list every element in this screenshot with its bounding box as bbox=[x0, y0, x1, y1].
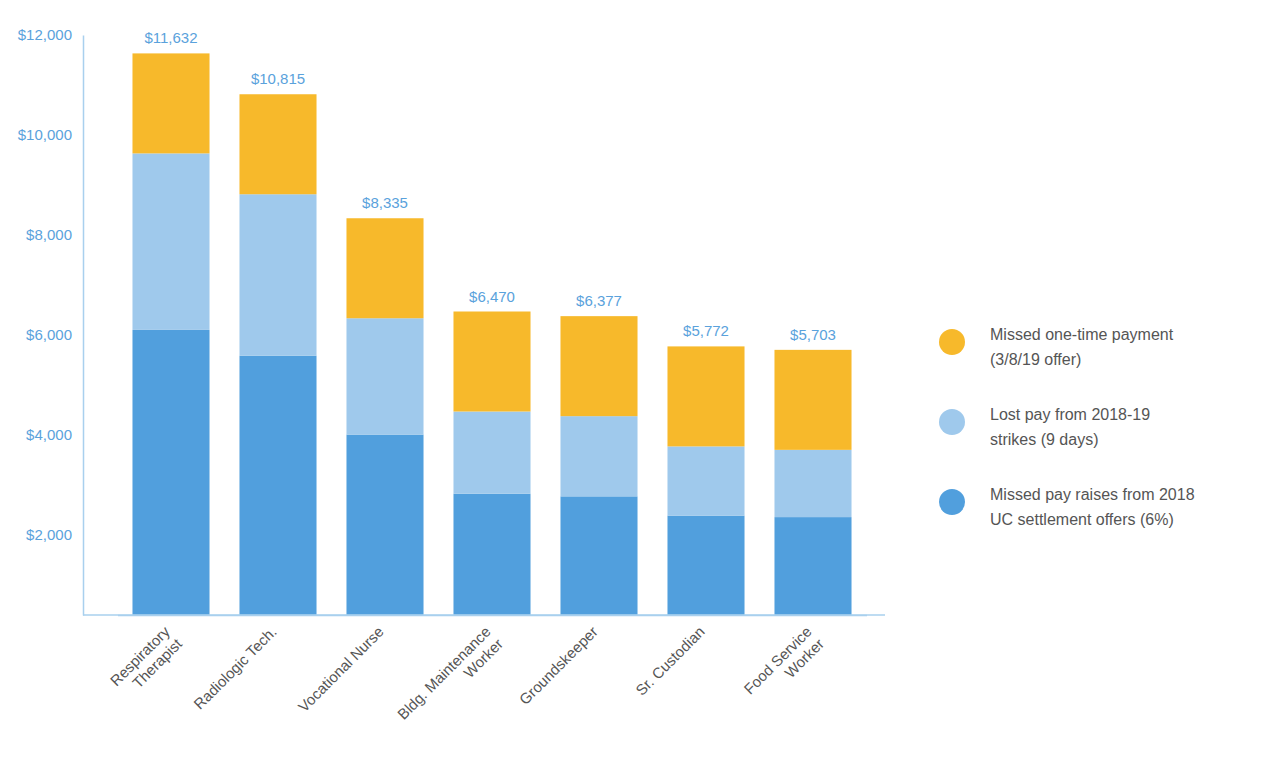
x-tick: Radiologic Tech. bbox=[190, 615, 280, 712]
x-tick-label-line: Sr. Custodian bbox=[632, 623, 708, 699]
legend-label-line: UC settlement offers (6%) bbox=[990, 511, 1174, 528]
bar-segment bbox=[453, 494, 530, 615]
bar-segment bbox=[667, 446, 744, 515]
x-tick-label-line: Therapist bbox=[129, 634, 186, 691]
total-label: $5,772 bbox=[683, 322, 729, 339]
y-tick: $8,000 bbox=[26, 226, 83, 243]
x-tick-label-line: Radiologic Tech. bbox=[190, 623, 280, 713]
legend: Missed one-time payment (3/8/19 offer) Los… bbox=[939, 326, 1195, 528]
legend-label-line: (3/8/19 offer) bbox=[990, 351, 1081, 368]
legend-swatch bbox=[939, 409, 965, 435]
legend-label-line: Lost pay from 2018-19 bbox=[990, 406, 1150, 423]
bar-segment bbox=[560, 416, 637, 496]
y-axis-line bbox=[83, 36, 85, 616]
x-tick: RespiratoryTherapist bbox=[107, 615, 186, 701]
x-tick-label: RespiratoryTherapist bbox=[107, 622, 186, 701]
x-axis-line bbox=[118, 615, 867, 617]
x-tick-label: Groundskeeper bbox=[516, 623, 601, 708]
x-tick: Bldg. MaintenanceWorker bbox=[394, 615, 506, 735]
legend-swatch bbox=[939, 329, 965, 355]
total-label: $5,703 bbox=[790, 326, 836, 343]
x-tick-label: Vocational Nurse bbox=[295, 623, 387, 715]
bar-segment bbox=[239, 94, 316, 194]
bar-segment bbox=[346, 435, 423, 615]
bar-segment bbox=[132, 53, 209, 153]
y-tick: $10,000 bbox=[18, 126, 83, 143]
x-tick-label-line: Vocational Nurse bbox=[295, 623, 387, 715]
bar-segment bbox=[453, 412, 530, 494]
x-tick: Sr. Custodian bbox=[632, 615, 708, 699]
y-tick-label: $6,000 bbox=[26, 326, 72, 343]
y-tick-label: $4,000 bbox=[26, 426, 72, 443]
bar-segment bbox=[667, 516, 744, 615]
bar-segment bbox=[132, 330, 209, 615]
bars bbox=[132, 53, 851, 615]
x-tick-label: Sr. Custodian bbox=[632, 623, 708, 699]
total-label: $6,377 bbox=[576, 292, 622, 309]
bar-segment bbox=[560, 496, 637, 615]
y-axis: $2,000 $4,000 $6,000 $8,000 $10,000 $12,000 bbox=[18, 26, 84, 615]
x-axis: RespiratoryTherapistRadiologic Tech.Voca… bbox=[107, 615, 867, 735]
legend-label-line: Missed one-time payment bbox=[990, 326, 1174, 343]
total-label: $8,335 bbox=[362, 194, 408, 211]
total-label: $6,470 bbox=[469, 288, 515, 305]
bar-segment bbox=[453, 312, 530, 412]
legend-swatch bbox=[939, 489, 965, 515]
y-tick-label: $2,000 bbox=[26, 526, 72, 543]
bar-segment bbox=[774, 350, 851, 450]
legend-label: Missed one-time payment (3/8/19 offer) bbox=[990, 326, 1174, 368]
baseline bbox=[83, 614, 885, 616]
legend-label: Lost pay from 2018-19 strikes (9 days) bbox=[990, 406, 1150, 448]
bar-segment bbox=[774, 517, 851, 615]
total-label: $10,815 bbox=[251, 70, 305, 87]
bar-segment bbox=[132, 153, 209, 330]
bar-segment bbox=[239, 356, 316, 615]
bar-segment bbox=[560, 316, 637, 416]
legend-label-line: strikes (9 days) bbox=[990, 431, 1098, 448]
bar-segment bbox=[239, 194, 316, 355]
bar-segment bbox=[667, 346, 744, 446]
chart: $2,000 $4,000 $6,000 $8,000 $10,000 $12,000 Re… bbox=[0, 0, 1279, 775]
y-tick: $6,000 bbox=[26, 326, 83, 343]
legend-label: Missed pay raises from 2018 UC settlement… bbox=[990, 486, 1195, 528]
x-tick-label: Food ServiceWorker bbox=[740, 623, 827, 710]
x-tick-label-line: Groundskeeper bbox=[516, 623, 601, 708]
y-tick-label: $8,000 bbox=[26, 226, 72, 243]
legend-label-line: Missed pay raises from 2018 bbox=[990, 486, 1195, 503]
x-tick: Groundskeeper bbox=[516, 615, 601, 708]
x-tick-label: Radiologic Tech. bbox=[190, 623, 280, 713]
bar-segment bbox=[346, 318, 423, 434]
x-tick-label-line: Worker bbox=[781, 635, 827, 681]
x-tick: Vocational Nurse bbox=[295, 615, 387, 715]
total-label: $11,632 bbox=[144, 29, 197, 46]
bar-segment bbox=[774, 450, 851, 517]
x-tick-label-line: Worker bbox=[460, 635, 506, 681]
y-tick: $12,000 bbox=[18, 26, 83, 43]
x-tick: Food ServiceWorker bbox=[740, 615, 827, 710]
y-tick-label: $10,000 bbox=[18, 126, 72, 143]
x-tick-label: Bldg. MaintenanceWorker bbox=[394, 623, 506, 735]
y-tick-label: $12,000 bbox=[18, 26, 72, 43]
total-labels: $11,632 $10,815 $8,335 $6,470 $6,377 $5,772 $5… bbox=[144, 29, 836, 342]
y-tick: $2,000 bbox=[26, 526, 83, 543]
bar-segment bbox=[346, 218, 423, 318]
y-tick: $4,000 bbox=[26, 426, 83, 443]
